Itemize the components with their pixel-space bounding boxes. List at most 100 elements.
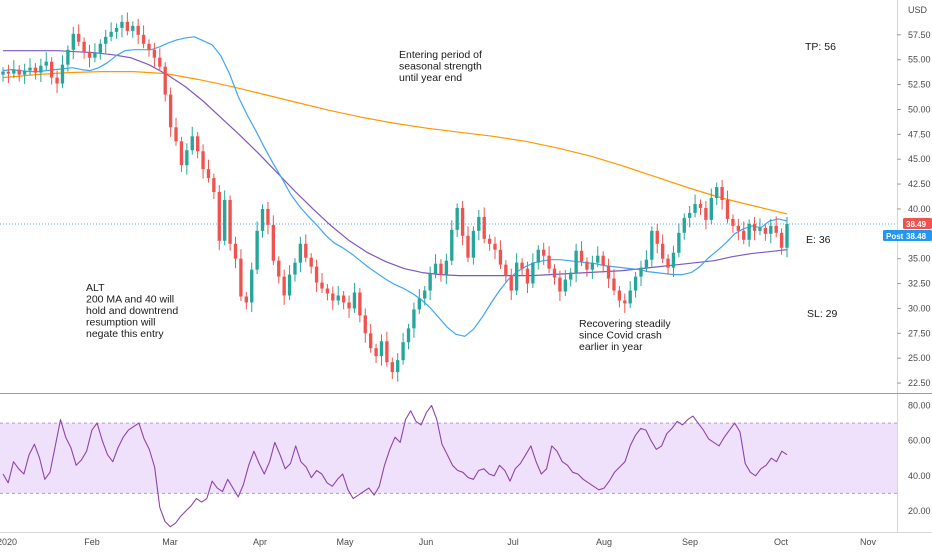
rsi-axis-tick: 20.00	[908, 506, 931, 516]
candle-body	[401, 342, 405, 361]
annotation-line: ALT	[86, 282, 105, 294]
candle-body	[612, 278, 616, 291]
last-price-value: 38.49	[906, 220, 927, 229]
candle-body	[131, 25, 135, 31]
candle-body	[147, 43, 151, 50]
candle-body	[444, 260, 449, 275]
candle-body	[536, 249, 540, 263]
candle-body	[466, 235, 470, 258]
candle-body	[709, 197, 713, 220]
candle-body	[152, 49, 157, 58]
candle-body	[650, 230, 654, 260]
rsi-axis-tick: 80.00	[908, 401, 931, 411]
time-axis-label: Nov	[860, 537, 877, 547]
candle-body	[633, 276, 638, 291]
candle-body	[742, 230, 746, 240]
candle-body	[525, 268, 530, 284]
candle-body	[617, 290, 622, 301]
moving-average-layer	[2, 36, 788, 337]
candle-body	[704, 207, 708, 220]
candle-body	[487, 238, 492, 244]
candle-body	[644, 259, 649, 268]
candle-body	[677, 232, 681, 253]
ma-fast-line	[2, 36, 788, 337]
candle-body	[752, 223, 757, 231]
candle-body	[223, 199, 227, 241]
time-axis-label: Aug	[596, 537, 612, 547]
candle-body	[120, 21, 124, 28]
candle-body	[250, 269, 254, 303]
price-axis[interactable]: 57.50 55.00 52.50 50.00 47.50 45.00 42.50 40.00…	[897, 30, 931, 388]
annotation-line: Entering period of	[399, 49, 482, 61]
price-axis-tick: 35.00	[908, 254, 931, 264]
candle-body	[341, 295, 346, 303]
candle-body	[271, 224, 276, 261]
time-axis-label: Apr	[253, 537, 267, 547]
candle-body	[763, 227, 768, 234]
annotation-line: 200 MA and 40 will	[86, 294, 174, 306]
candle-body	[590, 262, 595, 270]
annotation-line: hold and downtrend	[86, 305, 178, 317]
candle-body	[77, 33, 81, 42]
candle-body	[558, 277, 562, 292]
candle-body	[563, 279, 567, 292]
candle-body	[720, 187, 724, 200]
candle-body	[17, 69, 21, 75]
price-axis-tick: 25.00	[908, 353, 931, 363]
candle-body	[493, 243, 497, 250]
candle-body	[125, 21, 130, 31]
candle-body	[460, 207, 465, 236]
candle-body	[758, 227, 762, 231]
candle-body	[363, 315, 367, 334]
candle-body	[12, 69, 16, 74]
post-price-tag	[883, 229, 932, 241]
candle-body	[682, 217, 686, 233]
candle-body	[1, 71, 5, 75]
candle-body	[93, 52, 97, 58]
ma-slow-line	[2, 70, 788, 215]
time-axis[interactable]: 2020 Feb Mar Apr May Jun Jul Aug Sep Oct Nov	[0, 537, 876, 547]
candle-body	[44, 61, 48, 66]
candle-layer	[1, 12, 789, 382]
annotation-note: Recovering steadily since Covid crash earl…	[579, 318, 671, 353]
candle-body	[747, 223, 751, 240]
candle-body	[477, 216, 481, 231]
rsi-axis-tick: 40.00	[908, 471, 931, 481]
candle-body	[504, 264, 508, 276]
rsi-axis-tick: 60.00	[908, 436, 931, 446]
candle-body	[417, 298, 421, 310]
candle-body	[228, 199, 232, 244]
candle-body	[579, 250, 584, 262]
price-axis-tick: 55.00	[908, 55, 931, 65]
candle-body	[141, 34, 146, 44]
candle-body	[509, 275, 513, 291]
candle-body	[298, 243, 303, 263]
candle-body	[779, 232, 784, 248]
candle-body	[552, 268, 557, 278]
candle-body	[514, 262, 519, 291]
price-axis-tick: 27.50	[908, 328, 931, 338]
candle-body	[314, 266, 319, 283]
candle-body	[358, 292, 362, 316]
time-axis-label: Feb	[84, 537, 100, 547]
candle-body	[368, 333, 373, 349]
rsi-axis[interactable]: 80.00 60.00 40.00 20.00	[908, 401, 931, 516]
post-price-value: 38.48	[906, 232, 927, 241]
candle-body	[195, 136, 200, 152]
candle-body	[396, 360, 400, 373]
price-axis-tick: 52.50	[908, 80, 931, 90]
candle-body	[374, 348, 378, 357]
candle-body	[82, 41, 86, 52]
candle-body	[109, 31, 113, 37]
candle-body	[423, 290, 427, 299]
candle-body	[450, 229, 454, 261]
time-axis-label: Jul	[507, 537, 519, 547]
candle-body	[22, 70, 27, 75]
annotation-note: Entering period of seasonal strength until…	[399, 49, 482, 84]
candle-body	[309, 257, 313, 267]
rsi-line	[2, 404, 788, 528]
candle-body	[731, 218, 735, 226]
candle-body	[736, 225, 741, 231]
